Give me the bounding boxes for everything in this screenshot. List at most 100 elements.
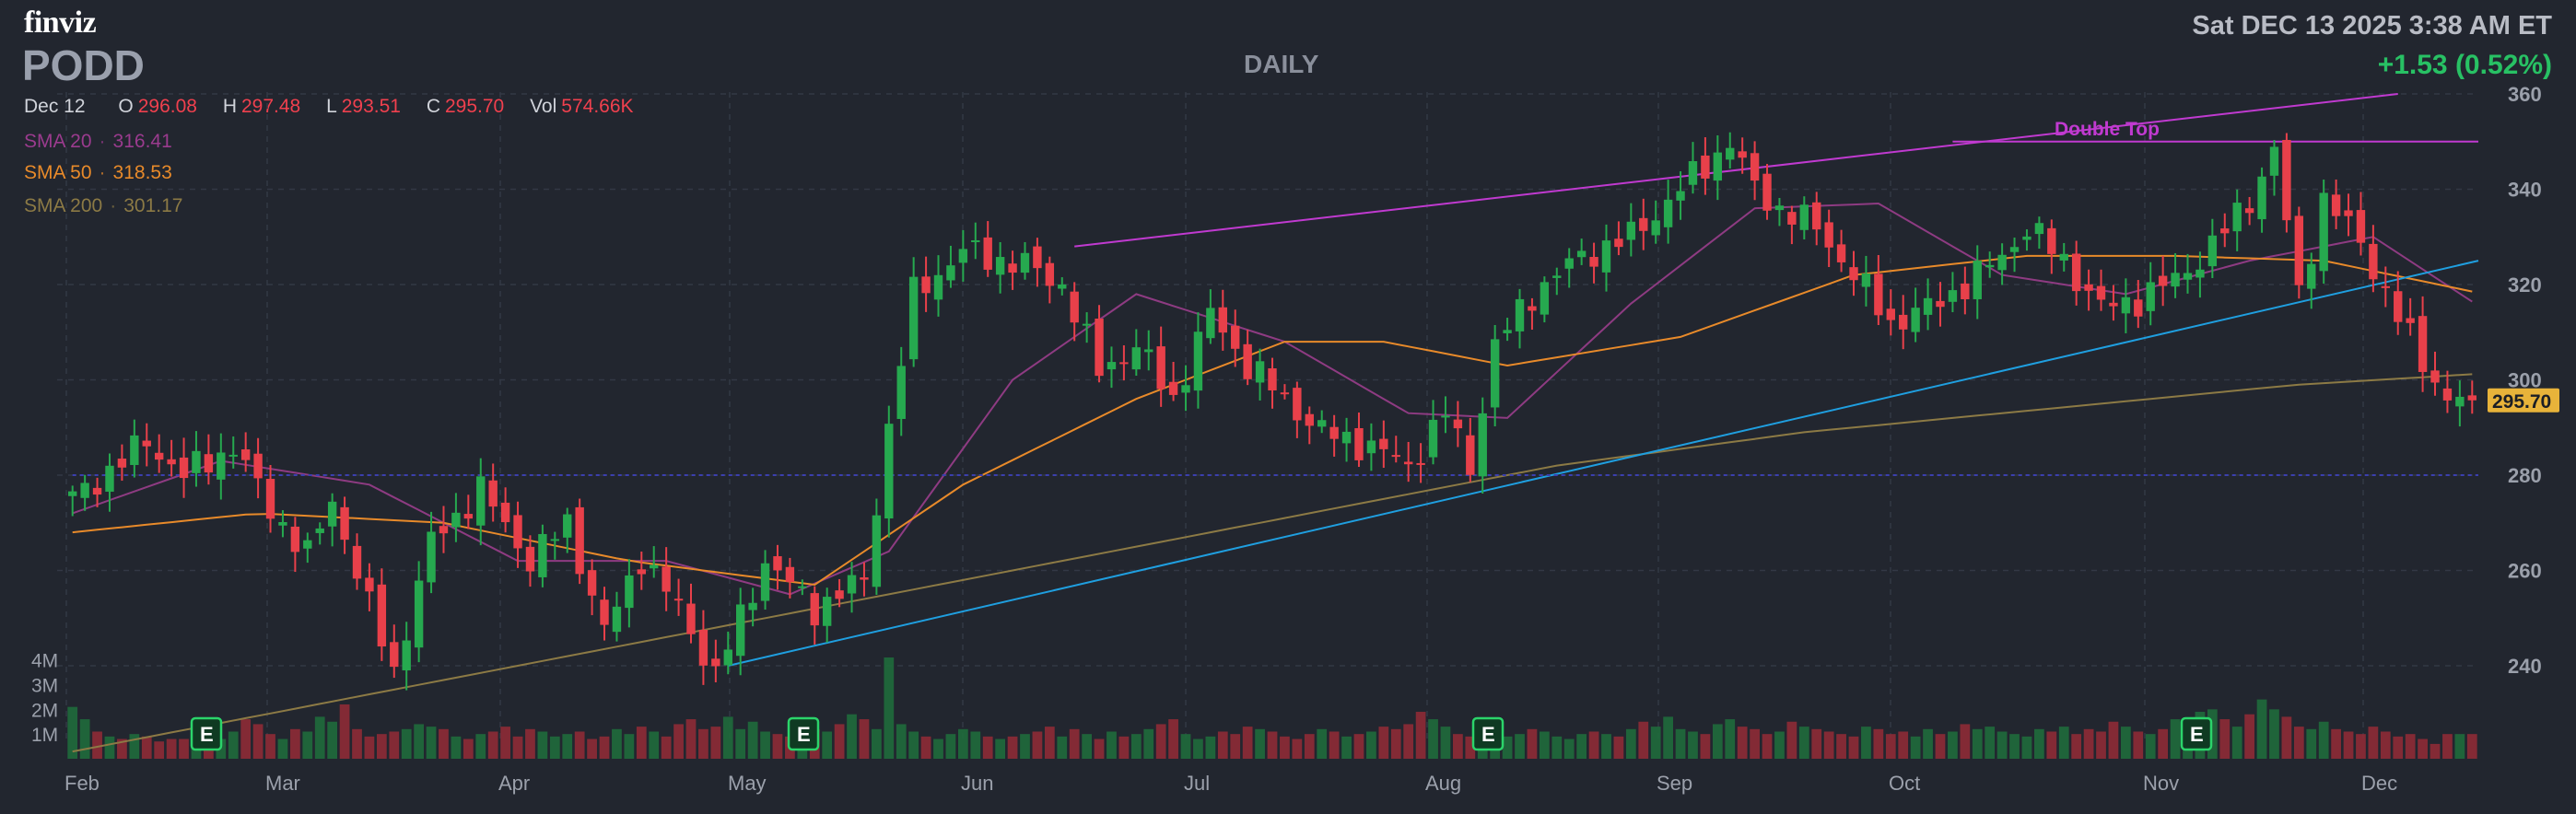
- volume-bar: [1242, 727, 1253, 759]
- candle-body: [1280, 392, 1290, 395]
- earnings-marker[interactable]: E: [787, 716, 820, 751]
- candle-body: [1168, 381, 1178, 395]
- candle-body: [463, 514, 474, 519]
- volume-bar: [2145, 734, 2156, 759]
- candle-body: [1441, 415, 1450, 418]
- candle-body: [600, 599, 609, 625]
- candle-body: [2455, 396, 2465, 407]
- earnings-marker[interactable]: E: [2180, 716, 2213, 751]
- volume-bar: [884, 657, 895, 759]
- candle-body: [451, 512, 461, 528]
- volume-bar: [2356, 734, 2366, 759]
- volume-bar: [1155, 724, 1166, 759]
- candle-body: [2257, 176, 2266, 220]
- ohlc-readout: Dec 12 O 296.08 H 297.48 L 293.51 C 295.70 V…: [24, 96, 634, 118]
- volume-bar: [1762, 734, 1773, 759]
- volume-bar: [2083, 728, 2094, 759]
- volume-value: 574.66K: [561, 96, 634, 117]
- close-label: C: [426, 96, 440, 117]
- sma20-legend[interactable]: SMA 20 · 316.41: [24, 131, 172, 152]
- candle-body: [587, 570, 597, 596]
- candle-body: [1861, 273, 1871, 287]
- candle-body: [228, 454, 238, 457]
- volume-bar: [1057, 736, 1068, 759]
- sma50-legend[interactable]: SMA 50 · 318.53: [24, 162, 172, 183]
- volume-tick-label: 4M: [31, 651, 58, 672]
- candle-body: [105, 465, 114, 492]
- candle-body: [798, 586, 807, 588]
- candle-body: [2406, 318, 2415, 323]
- candle-body: [1973, 261, 1982, 299]
- volume-bar: [1688, 731, 1698, 759]
- volume-bar: [2170, 719, 2181, 759]
- candle-body: [1589, 257, 1598, 267]
- candle-body: [1540, 282, 1550, 315]
- candle-body: [2134, 299, 2143, 317]
- volume-bar: [1948, 731, 1958, 759]
- high-label: H: [222, 96, 237, 117]
- candle-body: [995, 257, 1005, 275]
- candle-body: [1218, 307, 1227, 333]
- volume-bar: [2120, 727, 2131, 759]
- volume-bar: [1118, 736, 1130, 759]
- y-tick-label: 280: [2508, 464, 2542, 487]
- volume-bar: [240, 719, 252, 759]
- candle-body: [2331, 194, 2341, 216]
- candle-body: [563, 514, 572, 538]
- earnings-letter: E: [2190, 723, 2204, 746]
- candle-body: [538, 533, 547, 577]
- candle-body: [698, 629, 708, 666]
- sma200-legend[interactable]: SMA 200 · 301.17: [24, 195, 183, 216]
- volume-bar: [1453, 734, 1463, 759]
- candle-body: [1750, 153, 1760, 181]
- candle-body: [1886, 308, 1895, 320]
- volume-bar: [1280, 736, 1290, 759]
- candle-body: [575, 506, 584, 575]
- volume-bar: [79, 719, 90, 759]
- candle-body: [1576, 250, 1587, 258]
- volume-bar: [859, 719, 870, 759]
- volume-bar: [1923, 728, 1933, 759]
- volume-tick-label: 3M: [31, 676, 58, 697]
- volume-bar: [2133, 731, 2144, 759]
- candle-body: [2195, 269, 2205, 278]
- volume-bar: [1502, 736, 1513, 759]
- candle-body: [2047, 227, 2056, 254]
- candle-body: [1119, 362, 1129, 365]
- earnings-marker[interactable]: E: [190, 716, 223, 751]
- candle-body: [933, 274, 943, 300]
- volume-bar: [314, 716, 325, 759]
- sma200-value: 301.17: [123, 195, 183, 216]
- volume-bar: [1675, 728, 1686, 759]
- low-label: L: [326, 96, 337, 117]
- sma200-label: SMA 200: [24, 195, 103, 216]
- volume-bar: [920, 736, 931, 759]
- candle-body: [352, 545, 362, 579]
- candle-body: [735, 604, 745, 657]
- volume-bar: [710, 727, 721, 759]
- volume-bar: [1044, 727, 1055, 759]
- volume-bar: [772, 734, 783, 759]
- earnings-marker[interactable]: E: [1471, 716, 1505, 751]
- volume-bar: [166, 738, 177, 759]
- candle-body: [1985, 264, 1995, 268]
- volume-bar: [2096, 731, 2106, 759]
- volume-bar: [2430, 743, 2441, 759]
- candle-body: [2071, 253, 2081, 292]
- candle-body: [167, 459, 176, 465]
- volume-bar: [2393, 736, 2404, 759]
- candle-body: [315, 528, 324, 533]
- volume-bar: [2331, 728, 2341, 759]
- candle-body: [2146, 282, 2155, 311]
- earnings-letter: E: [200, 723, 214, 746]
- finviz-logo[interactable]: finviz: [24, 6, 97, 40]
- candle-body: [1663, 199, 1673, 227]
- candle-body: [2183, 273, 2193, 280]
- candle-body: [80, 483, 89, 498]
- volume-bar: [722, 716, 733, 759]
- candle-body: [192, 450, 201, 473]
- candle-body: [1033, 246, 1042, 269]
- candle-body: [1651, 220, 1660, 236]
